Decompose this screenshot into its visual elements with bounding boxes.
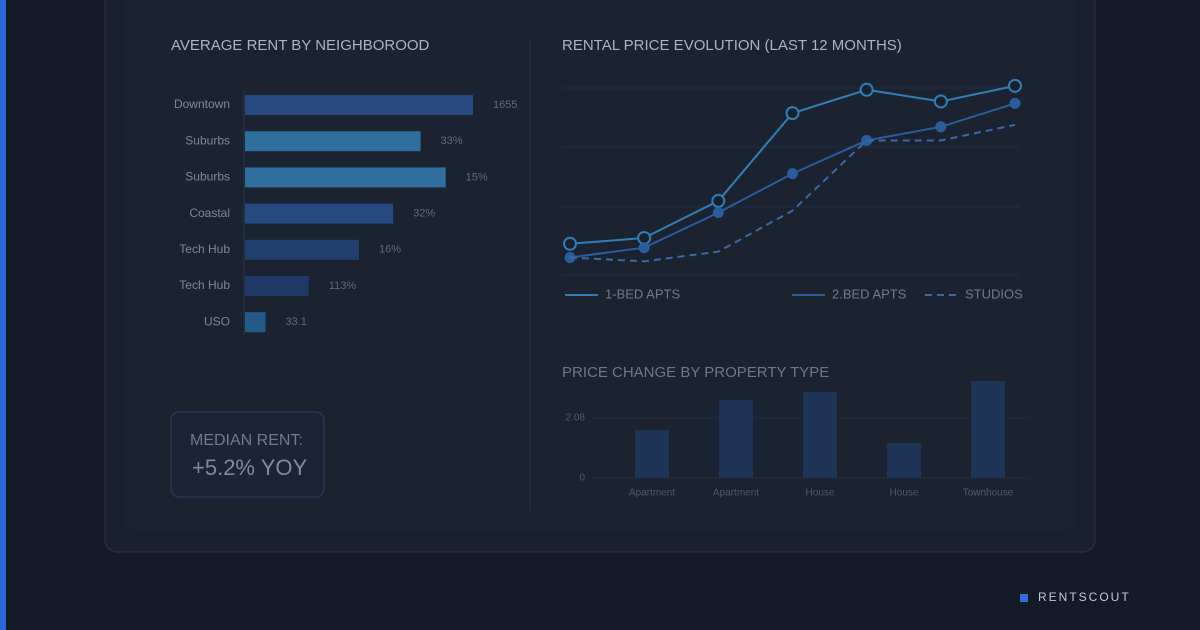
y-tick-label: 0 — [579, 473, 585, 484]
line-point — [638, 242, 650, 254]
legend-label: STUDIOS — [965, 286, 1023, 301]
x-tick-label: Apartment — [713, 488, 759, 499]
bar — [803, 392, 837, 478]
line-series — [569, 123, 1016, 263]
bar — [245, 312, 266, 333]
accent-strip — [0, 0, 6, 630]
line-point — [787, 168, 798, 180]
bar — [635, 430, 669, 478]
chart-title: AVERAGE RENT BY NEIGHBOROOD — [171, 37, 430, 54]
y-tick-label: USO — [204, 314, 230, 328]
bar — [245, 203, 394, 224]
x-tick-label: Townhouse — [963, 488, 1014, 499]
line-point — [563, 236, 577, 251]
line-point — [1008, 78, 1022, 93]
line-point — [637, 230, 652, 245]
chart-title: RENTAL PRICE EVOLUTION (LAST 12 MONTHS) — [562, 37, 902, 54]
bar — [971, 381, 1005, 478]
bar — [245, 131, 421, 152]
y-tick-label: Suburbs — [185, 170, 230, 184]
bar — [245, 239, 359, 260]
line-point — [1009, 97, 1021, 109]
bar — [245, 95, 473, 115]
y-tick-label: 2.08 — [566, 413, 586, 424]
chart-title: PRICE CHANGE BY PROPERTY TYPE — [562, 364, 829, 381]
line-point — [711, 193, 726, 208]
y-tick-label: Suburbs — [185, 133, 230, 147]
kpi-label: MEDIAN RENT: — [190, 432, 303, 449]
bar-label: 1655 — [493, 99, 517, 111]
x-tick-label: House — [890, 488, 919, 499]
x-tick-label: Apartment — [629, 488, 675, 499]
line-point — [712, 207, 724, 219]
bar-label: 32% — [413, 208, 435, 220]
x-tick-label: House — [806, 488, 835, 499]
bar-label: 113% — [329, 280, 357, 292]
legend-label: 1-BED APTS — [605, 286, 680, 301]
kpi-card — [170, 411, 325, 498]
bar — [245, 276, 309, 296]
bar — [245, 167, 446, 188]
y-tick-label: Tech Hub — [179, 278, 230, 292]
bar-label: 15% — [466, 171, 488, 183]
bar — [719, 400, 753, 478]
line-point — [935, 121, 947, 133]
bar-label: 16% — [379, 244, 401, 256]
line-point — [933, 94, 948, 109]
y-tick-label: Tech Hub — [179, 242, 230, 256]
bar-label: 33.1 — [286, 316, 307, 328]
brand-name: RENTSCOUT — [1038, 590, 1131, 604]
y-tick-label: Coastal — [189, 206, 230, 220]
y-tick-label: Downtown — [174, 97, 230, 111]
bar-label: 33% — [441, 135, 463, 147]
bar — [887, 443, 921, 478]
line-point — [859, 82, 874, 97]
brand-icon — [1020, 594, 1028, 602]
line-point — [785, 106, 800, 121]
kpi-value: +5.2% YOY — [192, 455, 307, 480]
grid-decoration — [562, 87, 1020, 276]
legend-label: 2.BED APTS — [832, 286, 907, 301]
